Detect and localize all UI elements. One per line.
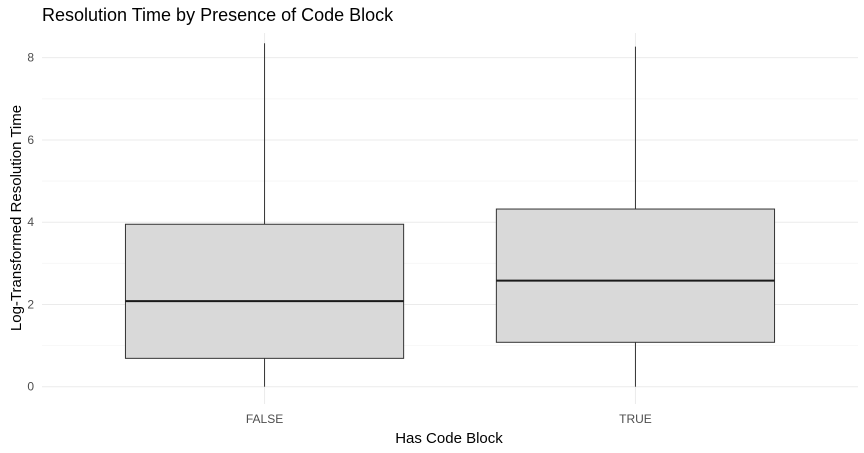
y-tick-label: 8 bbox=[27, 51, 34, 65]
x-tick-label: FALSE bbox=[246, 412, 283, 426]
y-tick-label: 6 bbox=[27, 133, 34, 147]
x-axis-title: Has Code Block bbox=[395, 430, 503, 447]
y-axis-title: Log-Transformed Resolution Time bbox=[8, 105, 25, 331]
y-tick-label: 2 bbox=[27, 297, 34, 311]
y-tick-label: 0 bbox=[27, 380, 34, 394]
box-true bbox=[495, 46, 776, 387]
x-axis-ticks: FALSE TRUE bbox=[246, 412, 652, 426]
box-false bbox=[124, 43, 405, 387]
box-layer bbox=[124, 43, 776, 387]
y-axis-ticks: 0 2 4 6 8 bbox=[27, 51, 34, 394]
iqr-box bbox=[495, 208, 776, 343]
y-tick-label: 4 bbox=[27, 215, 34, 229]
chart-title: Resolution Time by Presence of Code Bloc… bbox=[42, 5, 394, 25]
iqr-box bbox=[124, 223, 405, 359]
x-tick-label: TRUE bbox=[619, 412, 652, 426]
